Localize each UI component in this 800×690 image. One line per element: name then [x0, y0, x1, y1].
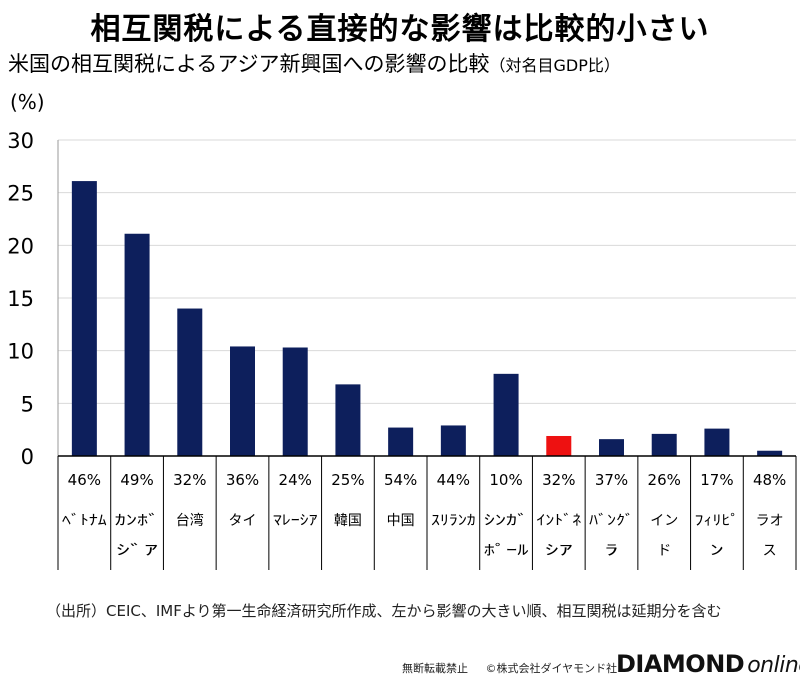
tariff-rate-label: 32%	[542, 471, 575, 489]
bar	[493, 373, 519, 456]
y-axis-unit: (%)	[10, 90, 45, 114]
category-label: 韓国	[334, 513, 362, 529]
y-tick-label: 30	[7, 129, 34, 153]
bar	[546, 435, 572, 456]
category-label: ド	[657, 543, 671, 559]
category-label: ス	[763, 543, 777, 559]
category-label: ラオ	[756, 513, 784, 529]
subtitle-note: （対名目GDP比）	[489, 56, 620, 75]
tariff-rate-label: 24%	[279, 471, 312, 489]
chart-subtitle: 米国の相互関税によるアジア新興国への影響の比較（対名目GDP比）	[8, 48, 798, 78]
bar	[599, 439, 624, 456]
category-label: ｼｱ	[545, 543, 573, 559]
tariff-rate-label: 26%	[648, 471, 681, 489]
bar	[388, 427, 414, 456]
bar	[757, 450, 783, 456]
category-label: 台湾	[176, 512, 204, 529]
tariff-rate-label: 49%	[120, 471, 153, 489]
tariff-rate-label: 32%	[173, 471, 206, 489]
category-label: ﾌｨﾘﾋﾟ	[695, 513, 740, 529]
category-label: イン	[650, 513, 678, 529]
bar	[440, 425, 466, 456]
brand-main: DIAMOND	[616, 650, 745, 678]
tariff-rate-label: 25%	[331, 471, 364, 489]
y-tick-label: 5	[21, 392, 34, 416]
y-tick-label: 15	[7, 287, 34, 311]
subtitle-text: 米国の相互関税によるアジア新興国への影響の比較	[8, 52, 490, 76]
bar	[124, 233, 150, 456]
tariff-rate-label: 54%	[384, 471, 417, 489]
bar	[282, 347, 308, 456]
tariff-rate-label: 37%	[595, 471, 628, 489]
category-label: ﾏﾚｰｼｱ	[273, 513, 318, 529]
y-tick-label: 20	[7, 234, 34, 258]
copyright-notice: ©株式会社ダイヤモンド社	[485, 662, 618, 675]
category-label: ﾗ	[605, 543, 619, 559]
bar	[335, 384, 361, 456]
tariff-rate-label: 10%	[489, 471, 522, 489]
source-note: （出所）CEIC、IMFより第一生命経済研究所作成、左から影響の大きい順、相互関…	[46, 602, 722, 620]
y-tick-label: 0	[21, 445, 34, 469]
brand-sub: online	[747, 653, 800, 678]
category-label: タイ	[229, 513, 257, 529]
footer-copyright: 無断転載禁止 ©株式会社ダイヤモンド社	[402, 660, 631, 676]
category-label: ﾍﾞﾄﾅﾑ	[62, 513, 107, 529]
category-label: 中国	[387, 513, 415, 529]
tariff-rate-label: 46%	[68, 471, 101, 489]
category-label: ｼﾞｱ	[116, 543, 158, 559]
category-label: ｶﾝﾎﾞ	[115, 513, 160, 529]
tariff-rate-label: 36%	[226, 471, 259, 489]
bar	[651, 433, 677, 456]
category-label: ﾝ	[710, 543, 724, 559]
y-tick-label: 10	[7, 340, 34, 364]
bar	[177, 308, 203, 456]
brand-logo: DIAMONDonline	[616, 650, 800, 678]
no-reprint-notice: 無断転載禁止	[402, 662, 468, 675]
tariff-rate-label: 48%	[753, 471, 786, 489]
bar	[704, 428, 730, 456]
category-label: ﾎﾟｰﾙ	[484, 543, 529, 559]
category-label: ｼﾝｶﾞ	[484, 513, 529, 529]
category-label: ｽﾘﾗﾝｶ	[431, 513, 476, 529]
bar	[230, 346, 255, 456]
bar-chart: 0 5 10 15 20 25 30 46% ﾍﾞﾄﾅﾑ 49% ｶﾝﾎﾞ ｼﾞｱ 32% 台湾 36% タイ…	[7, 129, 797, 570]
y-tick-label: 25	[7, 182, 34, 206]
chart-title: 相互関税による直接的な影響は比較的小さい	[90, 12, 710, 47]
category-label: ﾊﾞﾝｸﾞ	[589, 513, 634, 529]
tariff-rate-label: 17%	[700, 471, 733, 489]
tariff-rate-label: 44%	[437, 471, 470, 489]
category-label: ｲﾝﾄﾞﾈ	[536, 513, 581, 529]
bar	[71, 181, 97, 456]
